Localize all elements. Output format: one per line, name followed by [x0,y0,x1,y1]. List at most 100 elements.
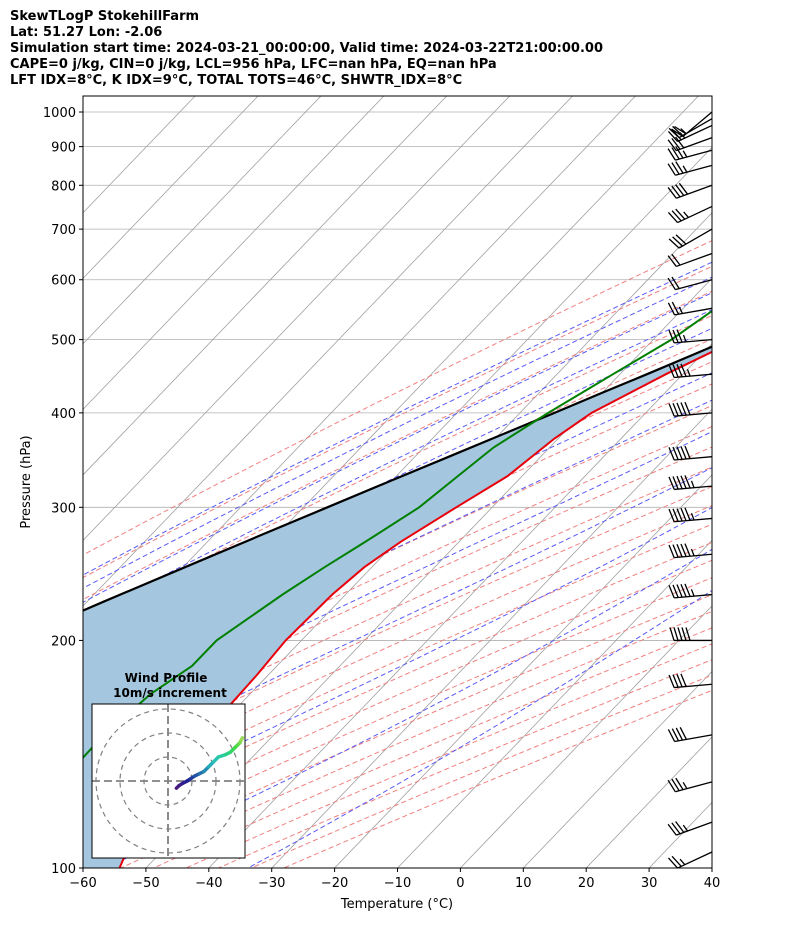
wind-barb [668,507,713,523]
wind-barb [667,252,713,268]
wind-barb [667,851,713,869]
wind-barb [667,146,713,161]
dewpoint-line [83,309,712,760]
wind-barb [667,821,713,836]
cin-area-fill [83,346,712,868]
x-axis-title: Temperature (°C) [340,897,453,912]
isotherm-line [83,96,322,345]
wind-barb-layer [667,111,713,869]
x-tick-label: −20 [321,876,348,891]
isotherm-line [460,605,712,868]
x-tick-label: −30 [258,876,285,891]
location-line: Lat: 51.27 Lon: -2.06 [10,25,163,40]
parcel-profile-line [83,345,712,612]
x-tick-label: −10 [384,876,411,891]
x-tick-label: 40 [704,876,721,891]
dry-adiabat [83,485,712,774]
mixing-ratio-line [775,96,794,280]
moist-adiabat [105,548,712,868]
x-tick-label: −60 [69,876,96,891]
wind-barb [668,228,713,249]
wind-barb [668,673,713,689]
wind-barb [667,276,713,291]
mixing-ratio-line [734,96,794,280]
dry-adiabat [83,541,712,824]
wind-barb [668,583,713,599]
y-tick-label: 500 [51,334,76,349]
chart-title: SkewTLogP StokehillFarm [10,9,200,24]
chart-title-block: SkewTLogP StokehillFarm Lat: 51.27 Lon: … [10,9,603,89]
isotherm-line [83,96,636,673]
isotherm-line [334,474,712,868]
x-tick-label: −50 [132,876,159,891]
moist-adiabat [83,467,712,772]
dry-adiabat [83,446,712,739]
isotherm-line [83,96,510,541]
x-tick-label: 30 [641,876,658,891]
wind-barb [667,136,713,152]
wind-barb [669,627,712,642]
y-tick-label: 1000 [43,106,76,121]
wind-barb [667,205,713,224]
isotherm-line [83,96,259,279]
y-axis-title: Pressure (hPa) [19,435,34,528]
dry-adiabat [218,659,712,868]
moist-adiabat [83,276,712,589]
temperature-line [118,350,712,868]
isotherm-line [83,96,699,738]
x-tick-label: 10 [515,876,532,891]
wind-barb [667,161,713,176]
wind-barb [667,777,713,793]
y-tick-label: 800 [51,179,76,194]
wind-barb [668,363,713,379]
x-tick-label: 0 [456,876,464,891]
dry-adiabat [250,674,712,868]
isotherm-line [585,736,712,868]
wind-barb [667,182,713,199]
y-tick-label: 400 [51,407,76,422]
profile-layer [83,309,712,868]
isotherm-line [711,867,712,868]
hodograph-title: Wind Profile [125,671,208,685]
dry-adiabat [83,505,712,791]
y-tick-label: 900 [51,141,76,156]
cape-line: CAPE=0 j/kg, CIN=0 j/kg, LCL=956 hPa, LF… [10,57,497,72]
y-tick-label: 300 [51,501,76,516]
isotherm-line [208,343,712,868]
isotherm-line [397,539,712,868]
isotherm-line [271,408,712,868]
isotherm-line [83,96,385,410]
isotherm-line [83,96,448,476]
isotherm-line [145,277,712,868]
dry-adiabat [283,689,712,868]
hodograph-segment [239,736,245,742]
y-tick-label: 600 [51,274,76,289]
dry-adiabat [83,466,712,757]
y-tick-label: 700 [51,223,76,238]
wind-barb [668,475,713,491]
x-tick-label: 20 [578,876,595,891]
wind-barb [667,301,713,316]
wind-barb [668,543,713,559]
isotherm-line [83,96,573,607]
index-line: LFT IDX=8°C, K IDX=9°C, TOTAL TOTS=46°C,… [10,73,463,88]
wind-barb [668,445,713,461]
wind-barb [668,401,713,417]
moist-adiabat [83,431,712,734]
dry-adiabat [83,290,712,601]
hodograph-frame [91,703,246,859]
wind-barb [668,118,713,139]
moist-adiabat [83,507,712,820]
x-tick-label: −40 [195,876,222,891]
y-tick-label: 200 [51,634,76,649]
y-tick-label: 100 [51,862,76,877]
moist-adiabat [83,261,712,576]
isotherm-line [523,670,712,868]
time-line: Simulation start time: 2024-03-21_00:00:… [10,41,603,56]
wind-barb [671,111,713,137]
cape-fill-layer [83,346,712,868]
wind-barb [668,329,713,344]
moist-adiabat [83,309,712,619]
wind-barb [667,124,713,143]
